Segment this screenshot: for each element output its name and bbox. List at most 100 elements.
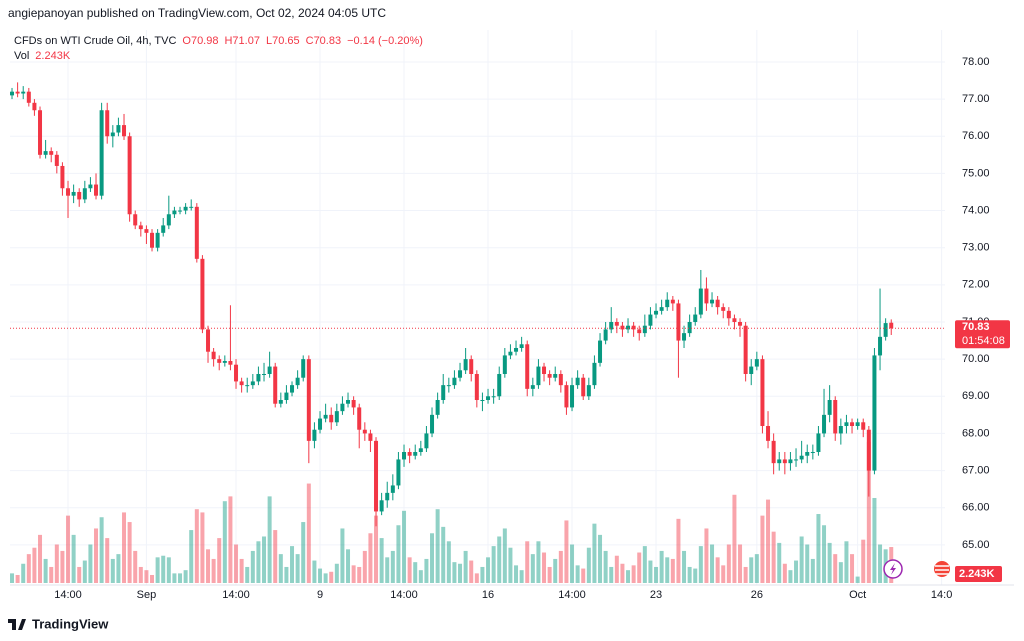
volume-bar — [222, 501, 227, 583]
volume-bar — [805, 544, 810, 583]
volume-bar — [542, 552, 547, 583]
candle-body — [861, 422, 866, 430]
candle-body — [598, 340, 603, 363]
candle-body — [553, 373, 558, 378]
candle-body — [693, 314, 698, 322]
candle-body — [698, 288, 703, 315]
footer-text: TradingView — [32, 616, 109, 631]
candle-body — [284, 392, 289, 400]
candle-body — [866, 429, 871, 471]
volume-bar — [558, 550, 563, 583]
candle-body — [306, 359, 311, 441]
candle-body — [878, 336, 883, 356]
volume-bar — [850, 554, 855, 583]
volume-bar — [38, 534, 43, 583]
candle-body — [250, 381, 255, 386]
volume-bar — [866, 441, 871, 583]
candle-body — [239, 381, 244, 386]
candle-body — [60, 165, 65, 189]
candle-body — [94, 184, 99, 196]
volume-bar — [183, 570, 188, 583]
candle-body — [581, 377, 586, 397]
candle-body — [564, 385, 569, 408]
x-tick-label: 9 — [317, 589, 323, 601]
volume-bar — [598, 534, 603, 583]
candle-body — [766, 426, 771, 441]
volume-bar — [710, 544, 715, 583]
volume-bar — [614, 555, 619, 583]
candle-body — [558, 373, 563, 386]
candle-body — [648, 314, 653, 326]
volume-bar — [295, 554, 300, 583]
candle-body — [721, 307, 726, 311]
candle-body — [743, 325, 748, 374]
volume-bar — [446, 541, 451, 583]
candle-body — [637, 329, 642, 334]
volume-bar — [732, 494, 737, 583]
y-tick-label: 65.00 — [962, 539, 990, 551]
volume-bar — [771, 531, 776, 583]
volume-bar — [60, 550, 65, 583]
candle-body — [262, 373, 267, 375]
volume-bar — [474, 573, 479, 583]
volume-bar — [525, 541, 530, 583]
candle-body — [183, 206, 188, 211]
logo-mark — [8, 619, 26, 630]
candle-body — [351, 400, 356, 408]
candle-body — [603, 329, 608, 341]
volume-bar — [334, 563, 339, 583]
candle-body — [133, 214, 138, 226]
candle-body — [430, 414, 435, 434]
candle-body — [850, 422, 855, 427]
volume-bar — [362, 550, 367, 583]
candle-body — [362, 429, 367, 434]
volume-bar — [754, 554, 759, 583]
volume-bar — [788, 570, 793, 583]
candle-body — [771, 440, 776, 464]
volume-bar — [379, 538, 384, 583]
candle-body — [514, 347, 519, 352]
candle-body — [71, 191, 76, 196]
volume-value: 2.243K — [35, 50, 71, 62]
x-tick-label: 14:00 — [54, 589, 82, 601]
volume-bar — [486, 557, 491, 583]
candle-body — [54, 154, 59, 166]
volume-bar — [21, 563, 26, 583]
candle-body — [301, 359, 306, 378]
candle-body — [810, 452, 815, 454]
candle-body — [122, 125, 127, 137]
volume-bar — [458, 563, 463, 583]
legend-high: H71.07 — [224, 35, 259, 47]
candle-body — [178, 210, 183, 212]
volume-bar — [138, 566, 143, 583]
candle-body — [777, 459, 782, 464]
volume-bar — [519, 570, 524, 583]
volume-bar — [133, 550, 138, 583]
x-tick-label: 23 — [650, 589, 662, 601]
volume-bar — [581, 568, 586, 583]
volume-bar — [312, 560, 317, 583]
volume-bar — [749, 557, 754, 583]
volume-bar — [508, 547, 513, 583]
candle-body — [872, 355, 877, 471]
volume-bar — [66, 515, 71, 583]
candle-body — [10, 91, 15, 96]
volume-bar — [586, 547, 591, 583]
y-tick-label: 67.00 — [962, 464, 990, 476]
candle-body — [788, 459, 793, 464]
candle-body — [340, 403, 345, 412]
volume-bar — [407, 557, 412, 583]
volume-bar — [402, 510, 407, 583]
candle-body — [211, 351, 216, 360]
volume-bar — [250, 550, 255, 583]
volume-bar — [682, 550, 687, 583]
volume-bar — [418, 570, 423, 583]
volume-bar — [715, 557, 720, 583]
volume-bar — [267, 496, 272, 583]
volume-bar — [346, 549, 351, 583]
candle-body — [620, 325, 625, 330]
x-tick-label: 14:00 — [222, 589, 250, 601]
candle-body — [822, 414, 827, 434]
candle-body — [519, 344, 524, 348]
candle-body — [267, 366, 272, 374]
